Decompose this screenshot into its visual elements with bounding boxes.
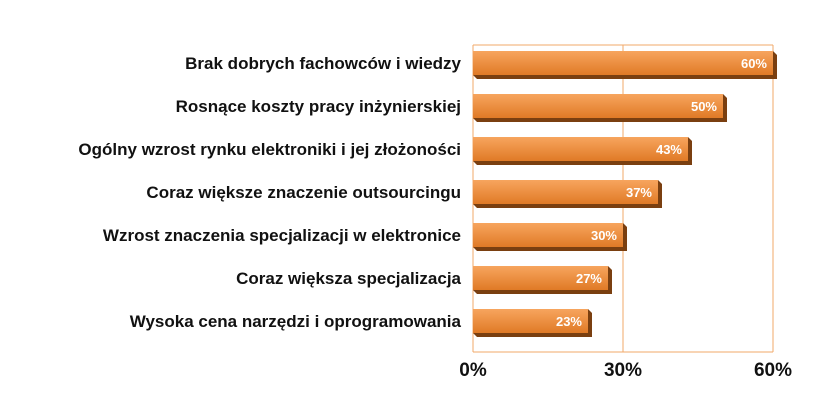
- bar-group-5: 27%: [473, 266, 612, 294]
- bars: 60% 50% 43% 37% 30% 27% 23%: [473, 51, 777, 337]
- bar: [473, 51, 773, 75]
- bar: [473, 309, 588, 333]
- category-label: Rosnące koszty pracy inżynierskiej: [176, 97, 461, 116]
- x-tick-label: 0%: [459, 360, 487, 381]
- x-tick-label: 30%: [604, 360, 642, 381]
- bar: [473, 137, 688, 161]
- category-label: Brak dobrych fachowców i wiedzy: [185, 54, 461, 73]
- data-label: 37%: [626, 185, 652, 200]
- bar-group-2: 43%: [473, 137, 692, 165]
- x-tick-label: 60%: [754, 360, 792, 381]
- data-label: 43%: [656, 142, 682, 157]
- category-label: Ogólny wzrost rynku elektroniki i jej zł…: [78, 140, 461, 159]
- data-label: 60%: [741, 56, 767, 71]
- category-labels: Brak dobrych fachowców i wiedzy Rosnące k…: [78, 54, 461, 331]
- bar: [473, 94, 723, 118]
- bar: [473, 223, 623, 247]
- bar-group-0: 60%: [473, 51, 777, 79]
- bar: [473, 180, 658, 204]
- x-axis-ticks: 0% 30% 60%: [459, 360, 792, 381]
- data-label: 30%: [591, 228, 617, 243]
- bar-group-1: 50%: [473, 94, 727, 122]
- category-label: Wysoka cena narzędzi i oprogramowania: [130, 312, 462, 331]
- category-label: Coraz większa specjalizacja: [236, 269, 461, 288]
- bar-group-6: 23%: [473, 309, 592, 337]
- category-label: Wzrost znaczenia specjalizacji w elektro…: [103, 226, 461, 245]
- data-label: 23%: [556, 314, 582, 329]
- category-label: Coraz większe znaczenie outsourcingu: [146, 183, 461, 202]
- bar-group-3: 37%: [473, 180, 662, 208]
- bar: [473, 266, 608, 290]
- bar-group-4: 30%: [473, 223, 627, 251]
- data-label: 27%: [576, 271, 602, 286]
- data-label: 50%: [691, 99, 717, 114]
